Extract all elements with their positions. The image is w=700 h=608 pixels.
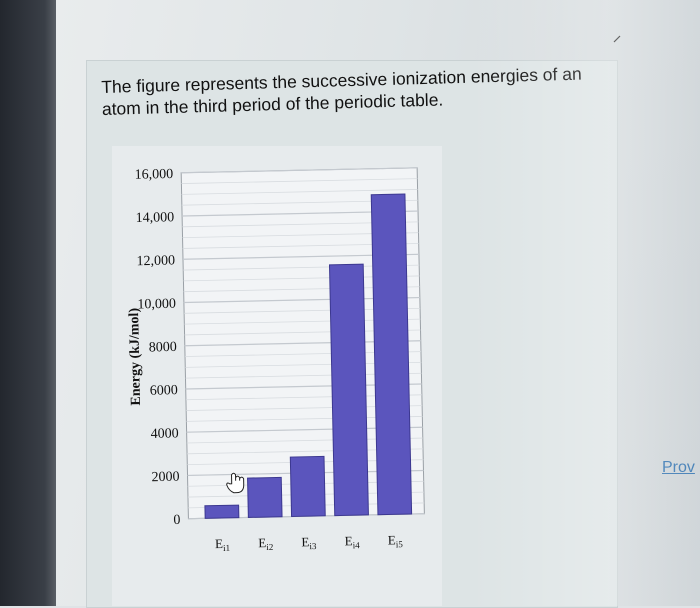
monitor-bezel xyxy=(0,0,56,606)
ionization-energy-chart: Energy (kJ/mol) 0 2000 4000 6000 8000 10,000 1… xyxy=(127,167,425,553)
bar xyxy=(370,193,413,516)
cursor-mark-icon xyxy=(613,35,621,43)
provide-feedback-link[interactable]: Prov xyxy=(662,459,695,476)
y-axis-label: Energy (kJ/mol) xyxy=(127,307,144,405)
y-tick-label: 14,000 xyxy=(135,210,174,226)
y-tick-label: 16,000 xyxy=(135,167,174,183)
y-tick-label: 12,000 xyxy=(136,253,175,269)
y-tick-label: 0 xyxy=(173,513,180,528)
y-tick-label: 8000 xyxy=(149,340,177,356)
x-tick-label: Ei5 xyxy=(388,532,404,549)
chart-panel: Energy (kJ/mol) 0 2000 4000 6000 8000 10,000 1… xyxy=(112,146,442,606)
bar xyxy=(247,476,283,518)
x-tick-label: Ei4 xyxy=(344,533,360,550)
x-tick-subscript: i4 xyxy=(353,540,361,550)
major-gridline xyxy=(181,167,418,174)
minor-gridline xyxy=(181,189,418,195)
y-tick-label: 6000 xyxy=(150,383,178,399)
hand-cursor-icon xyxy=(226,472,245,494)
x-tick-subscript: i5 xyxy=(396,539,404,549)
minor-gridline xyxy=(181,178,418,184)
x-tick-label: Ei1 xyxy=(215,536,230,553)
bar xyxy=(289,455,326,518)
y-tick-label: 4000 xyxy=(150,426,178,442)
x-tick-subscript: i2 xyxy=(266,542,273,552)
bar xyxy=(204,504,240,519)
x-tick-subscript: i1 xyxy=(223,543,230,553)
x-tick-subscript: i3 xyxy=(309,541,317,551)
x-tick-label: Ei3 xyxy=(301,534,317,551)
y-tick-label: 10,000 xyxy=(137,297,176,313)
bar xyxy=(328,263,369,517)
x-tick-label: Ei2 xyxy=(258,535,273,552)
y-tick-label: 2000 xyxy=(151,470,179,486)
